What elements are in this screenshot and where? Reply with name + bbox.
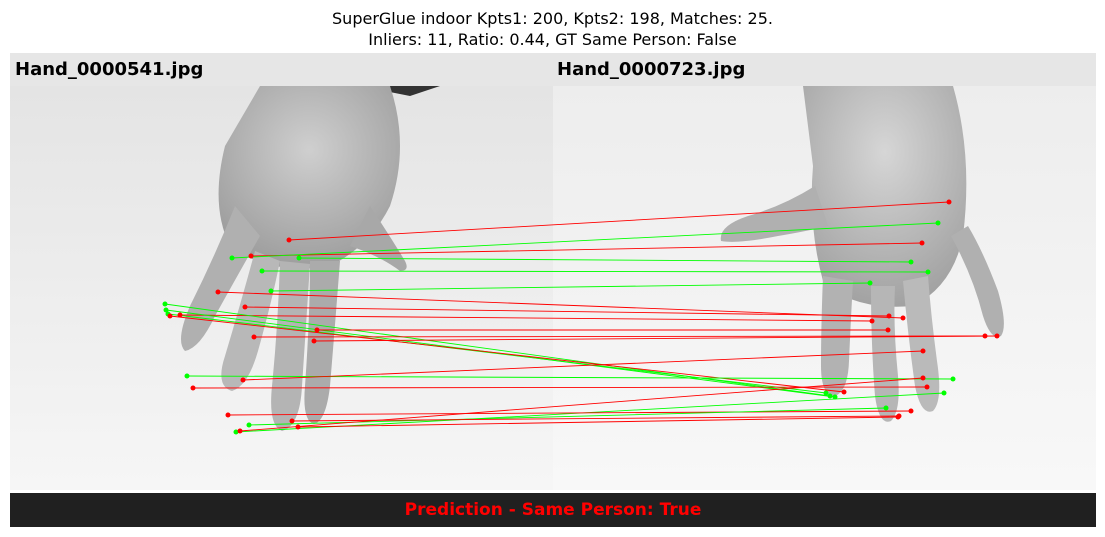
keypoints: [162, 199, 1000, 435]
left-keypoint: [225, 412, 231, 418]
outlier-match-line: [192, 386, 928, 389]
right-keypoint: [896, 413, 902, 419]
right-keypoint: [908, 259, 914, 265]
outlier-match-line: [250, 242, 923, 257]
left-keypoint: [233, 429, 239, 435]
inlier-match-line: [298, 257, 912, 263]
outlier-match-line: [288, 201, 950, 241]
inlier-match-line: [231, 222, 939, 259]
inlier-match-line: [261, 270, 929, 273]
right-keypoint: [920, 375, 926, 381]
left-keypoint: [167, 313, 173, 319]
right-keypoint: [886, 313, 892, 319]
left-filename-label: Hand_0000541.jpg: [15, 59, 204, 80]
outlier-match-line: [169, 315, 845, 393]
right-keypoint: [869, 318, 875, 324]
outlier-match-line: [239, 377, 924, 432]
right-keypoint: [920, 348, 926, 354]
right-keypoint: [883, 405, 889, 411]
right-keypoint: [900, 315, 906, 321]
right-keypoint: [950, 376, 956, 382]
right-filename-label: Hand_0000723.jpg: [557, 59, 746, 80]
figure-title: SuperGlue indoor Kpts1: 200, Kpts2: 198,…: [0, 8, 1105, 50]
left-keypoint: [268, 288, 274, 294]
outlier-match-line: [313, 335, 998, 342]
inlier-match-line: [167, 313, 827, 394]
left-keypoint: [242, 304, 248, 310]
outlier-match-line: [179, 314, 873, 322]
outlier-match-line: [217, 291, 904, 319]
right-keypoint: [941, 390, 947, 396]
right-keypoint: [908, 408, 914, 414]
outlier-match-line: [253, 335, 986, 338]
right-keypoint: [982, 333, 988, 339]
prediction-footer: Prediction - Same Person: True: [10, 493, 1096, 527]
left-keypoint: [248, 253, 254, 259]
match-lines: [164, 201, 998, 433]
left-keypoint: [259, 268, 265, 274]
left-keypoint: [296, 255, 302, 261]
right-hand-photo: [553, 86, 1096, 490]
outlier-match-line: [291, 415, 900, 422]
left-keypoint: [240, 377, 246, 383]
right-keypoint: [925, 269, 931, 275]
right-keypoint: [823, 390, 829, 396]
left-keypoint: [237, 428, 243, 434]
right-keypoint: [867, 280, 873, 286]
inlier-match-line: [270, 282, 871, 292]
inlier-match-line: [164, 303, 831, 397]
outlier-match-line: [227, 410, 912, 416]
left-keypoint: [190, 385, 196, 391]
right-keypoint: [935, 220, 941, 226]
left-keypoint: [251, 334, 257, 340]
filename-label-bar: [10, 53, 1096, 86]
title-line-1: SuperGlue indoor Kpts1: 200, Kpts2: 198,…: [332, 9, 773, 28]
left-keypoint: [286, 237, 292, 243]
outlier-match-line: [244, 306, 890, 317]
outlier-match-line: [297, 416, 899, 428]
right-keypoint: [827, 393, 833, 399]
left-keypoint: [162, 301, 168, 307]
left-keypoint: [184, 373, 190, 379]
left-keypoint: [246, 422, 252, 428]
left-keypoint: [215, 289, 221, 295]
left-keypoint: [289, 418, 295, 424]
right-keypoint: [994, 333, 1000, 339]
outlier-match-line: [242, 350, 924, 381]
left-keypoint: [295, 424, 301, 430]
prediction-text: Prediction - Same Person: True: [404, 500, 702, 520]
right-keypoint: [885, 327, 891, 333]
left-keypoint: [314, 327, 320, 333]
right-keypoint: [841, 389, 847, 395]
left-keypoint: [229, 255, 235, 261]
title-line-2: Inliers: 11, Ratio: 0.44, GT Same Person…: [368, 30, 737, 49]
right-keypoint: [832, 394, 838, 400]
right-keypoint: [924, 384, 930, 390]
left-keypoint: [311, 338, 317, 344]
left-keypoint: [177, 312, 183, 318]
right-keypoint: [919, 240, 925, 246]
left-keypoint: [163, 307, 169, 313]
right-keypoint: [946, 199, 952, 205]
